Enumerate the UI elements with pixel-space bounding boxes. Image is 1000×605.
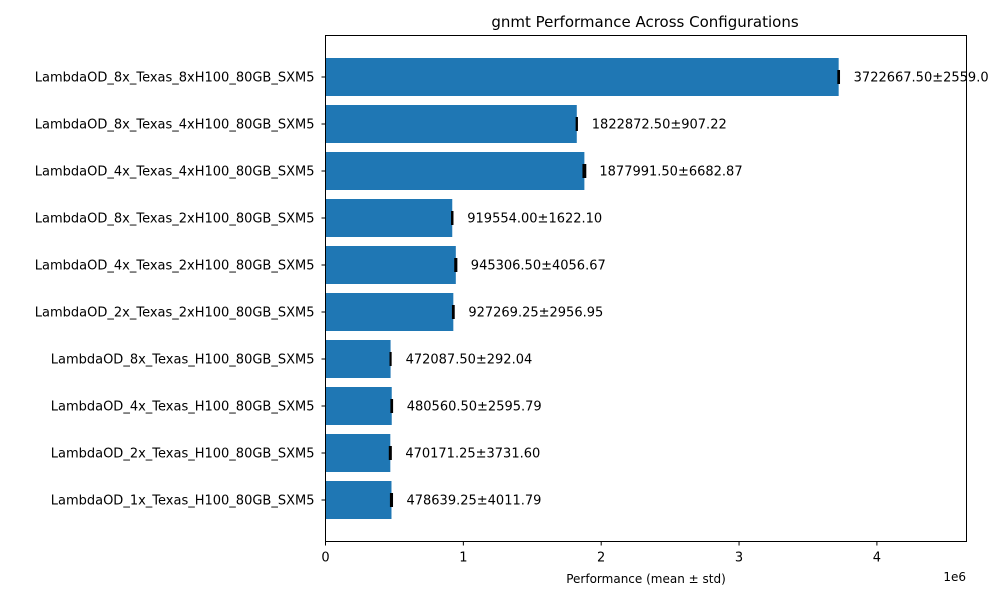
data-label: 470171.25±3731.60 bbox=[405, 447, 540, 462]
x-tick-label: 3 bbox=[735, 551, 743, 566]
data-label: 480560.50±2595.79 bbox=[407, 400, 542, 415]
error-bar bbox=[391, 399, 392, 413]
data-label: 3722667.50±2559.0 bbox=[854, 71, 989, 86]
axes-layer: LambdaOD_8x_Texas_8xH100_80GB_SXM5 Lambda… bbox=[35, 71, 881, 566]
y-tick-label: LambdaOD_2x_Texas_H100_80GB_SXM5 bbox=[51, 447, 315, 462]
bar bbox=[326, 340, 391, 378]
bar bbox=[326, 246, 456, 284]
data-label: 945306.50±4056.67 bbox=[471, 259, 606, 274]
bar bbox=[326, 199, 453, 237]
y-tick-label: LambdaOD_8x_Texas_2xH100_80GB_SXM5 bbox=[35, 212, 315, 227]
data-label: 1822872.50±907.22 bbox=[592, 118, 727, 133]
error-bar bbox=[455, 258, 456, 272]
bar bbox=[326, 387, 392, 425]
bar bbox=[326, 434, 391, 472]
data-label: 919554.00±1622.10 bbox=[467, 212, 602, 227]
x-axis-scale-label: 1e6 bbox=[943, 570, 966, 584]
y-tick-label: LambdaOD_2x_Texas_2xH100_80GB_SXM5 bbox=[35, 306, 315, 321]
y-tick-label: LambdaOD_4x_Texas_2xH100_80GB_SXM5 bbox=[35, 259, 315, 274]
data-label: 478639.25±4011.79 bbox=[406, 494, 541, 509]
x-tick-label: 2 bbox=[597, 551, 605, 566]
error-bar bbox=[453, 305, 454, 319]
bar bbox=[326, 152, 585, 190]
error-bar bbox=[583, 164, 585, 178]
y-tick-label: LambdaOD_8x_Texas_8xH100_80GB_SXM5 bbox=[35, 71, 315, 86]
y-tick-label: LambdaOD_8x_Texas_4xH100_80GB_SXM5 bbox=[35, 118, 315, 133]
x-tick-label: 4 bbox=[873, 551, 881, 566]
data-label: 927269.25±2956.95 bbox=[468, 306, 603, 321]
y-tick-label: LambdaOD_4x_Texas_4xH100_80GB_SXM5 bbox=[35, 165, 315, 180]
data-label: 1877991.50±6682.87 bbox=[599, 165, 742, 180]
data-label: 472087.50±292.04 bbox=[406, 353, 533, 368]
bar bbox=[326, 293, 454, 331]
y-tick-label: LambdaOD_1x_Texas_H100_80GB_SXM5 bbox=[51, 494, 315, 509]
x-tick-label: 0 bbox=[321, 551, 329, 566]
error-bar bbox=[838, 70, 839, 84]
y-tick-label: LambdaOD_4x_Texas_H100_80GB_SXM5 bbox=[51, 400, 315, 415]
bar bbox=[326, 58, 839, 96]
error-bar bbox=[391, 493, 392, 507]
bar bbox=[326, 481, 392, 519]
bars-layer bbox=[326, 58, 840, 519]
bar bbox=[326, 105, 577, 143]
x-axis-label: Performance (mean ± std) bbox=[566, 572, 726, 586]
error-bar bbox=[390, 446, 391, 460]
x-tick-label: 1 bbox=[459, 551, 467, 566]
y-tick-label: LambdaOD_8x_Texas_H100_80GB_SXM5 bbox=[51, 353, 315, 368]
chart-title: gnmt Performance Across Configurations bbox=[491, 13, 798, 31]
